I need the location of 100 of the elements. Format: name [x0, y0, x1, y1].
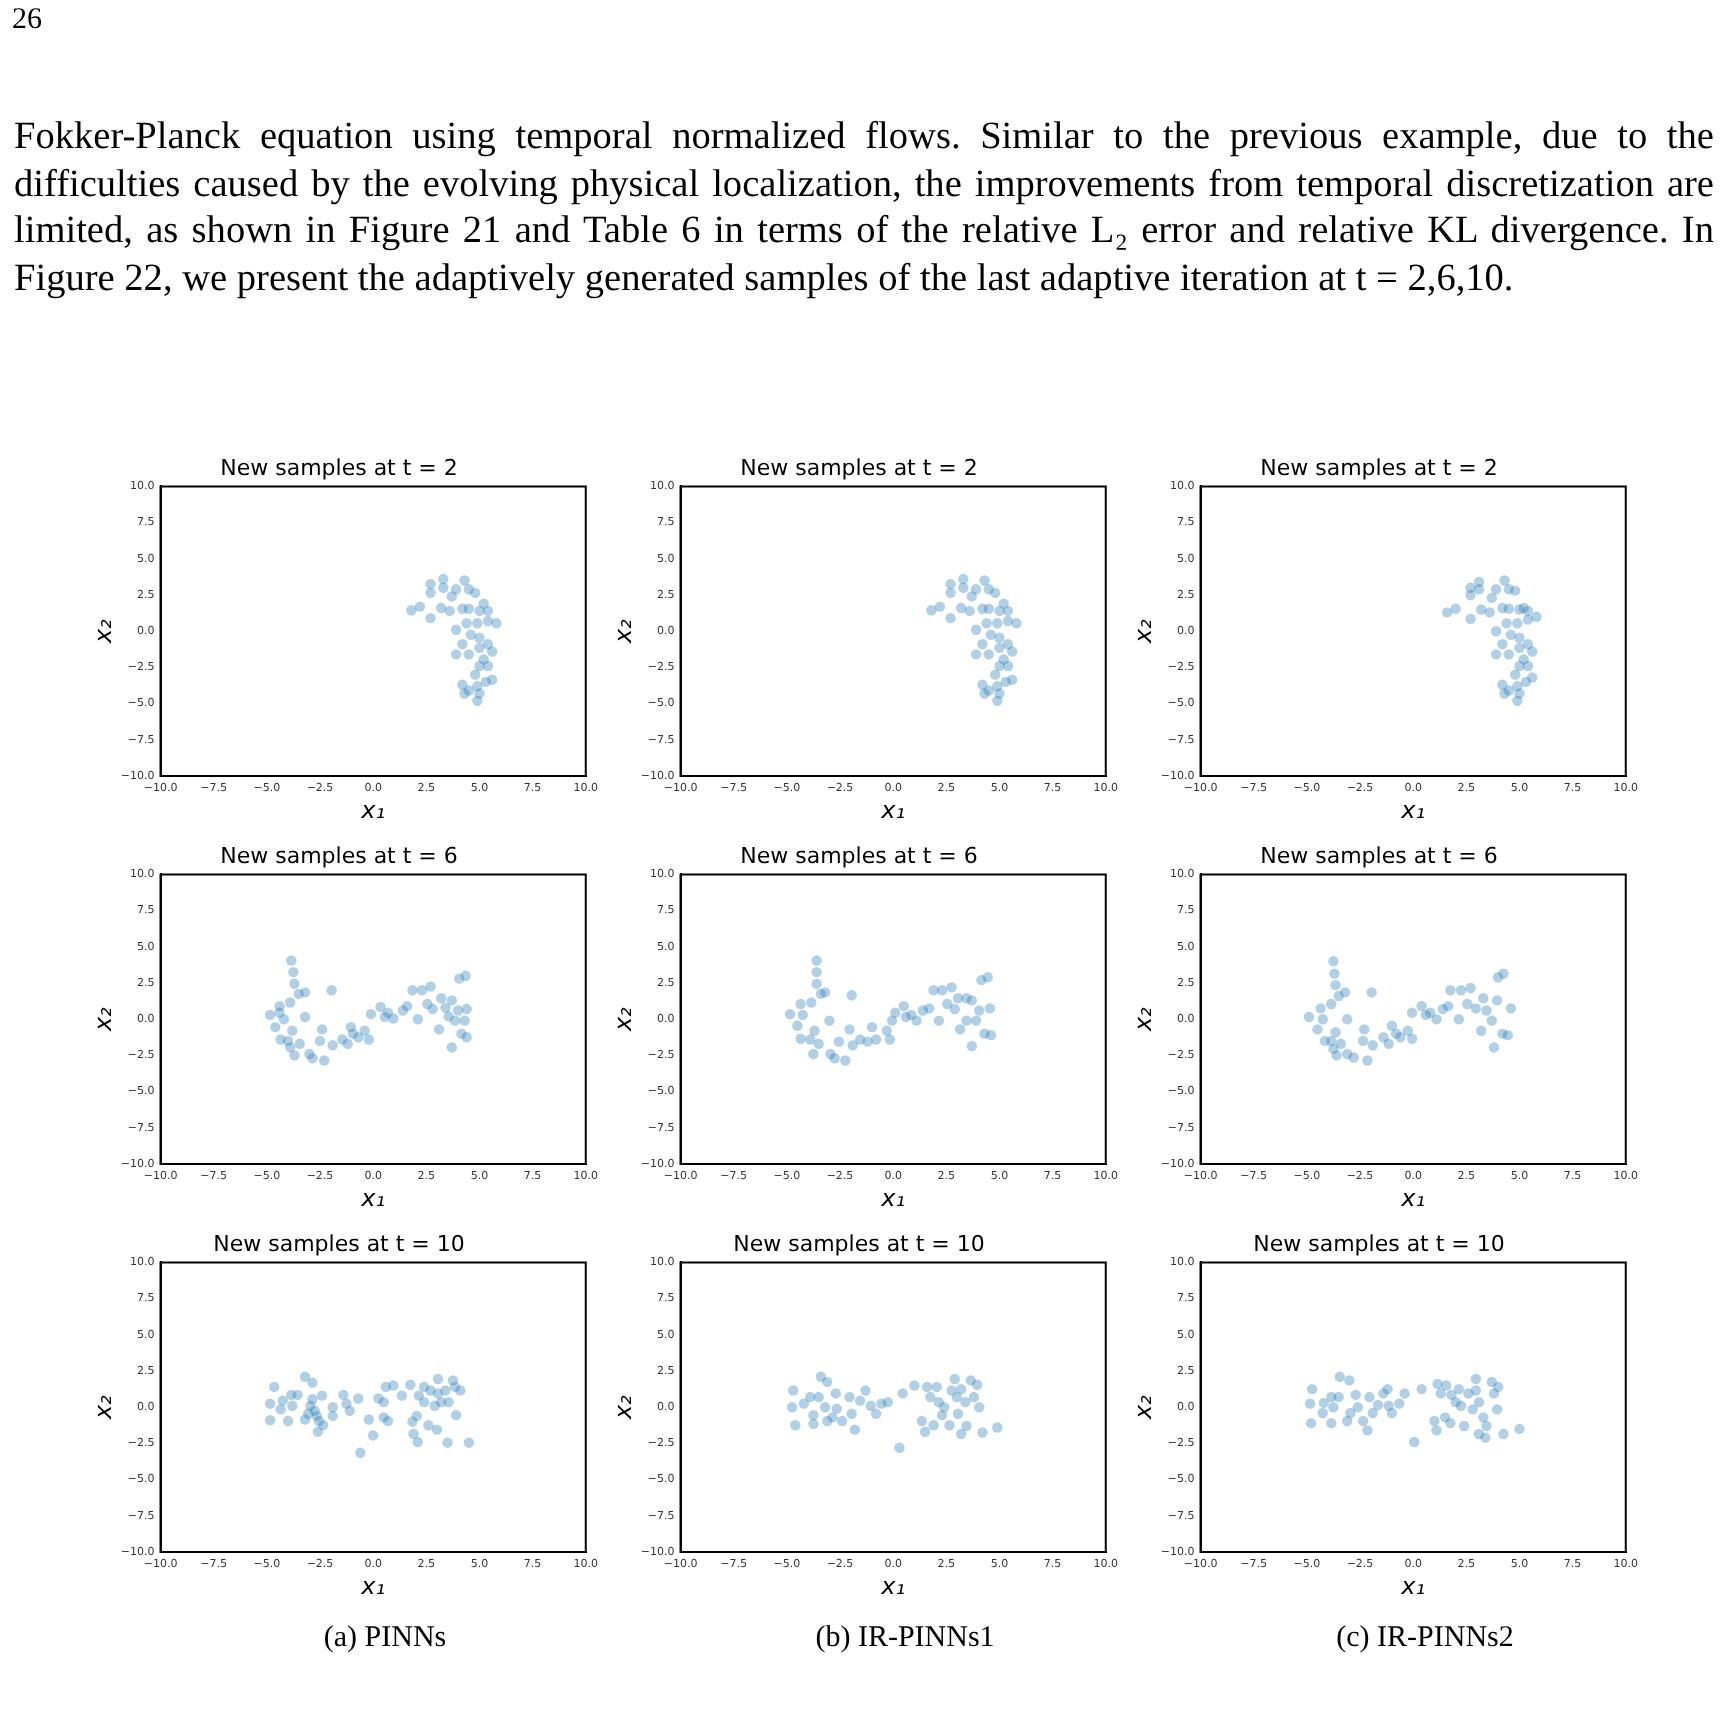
point [1359, 1024, 1370, 1035]
point [1458, 1420, 1470, 1432]
point [382, 1415, 394, 1427]
point [1470, 1385, 1482, 1396]
point [459, 1015, 470, 1026]
point [992, 618, 1003, 629]
point [1331, 1050, 1342, 1061]
point [355, 1447, 366, 1459]
point [1330, 1027, 1341, 1038]
point [288, 966, 299, 978]
point [1329, 968, 1340, 979]
point [474, 642, 485, 654]
chart-title: New samples at t = 10 [733, 1230, 985, 1257]
point [1357, 1415, 1369, 1427]
point [463, 1437, 475, 1448]
point [1362, 1425, 1373, 1436]
point [1453, 1014, 1465, 1025]
point [1481, 1420, 1492, 1432]
point [938, 1402, 950, 1413]
chart-title: New samples at t = 2 [1260, 454, 1498, 481]
point [1435, 1388, 1446, 1399]
point [1431, 1425, 1442, 1436]
point [1498, 1428, 1509, 1440]
point [1002, 615, 1014, 627]
point [1490, 626, 1502, 637]
point [327, 1040, 338, 1051]
point [440, 1385, 451, 1396]
point [264, 1009, 276, 1021]
point [1348, 1052, 1359, 1063]
point [831, 1403, 842, 1414]
point [795, 998, 806, 1010]
point [1315, 1003, 1326, 1014]
chart-title: New samples at t = 2 [220, 454, 458, 481]
text: (c) IR-PINNs2 [1334, 1622, 1516, 1656]
point [1514, 642, 1525, 654]
point [808, 1409, 819, 1421]
x-axis-title: x₁ [359, 1183, 386, 1212]
point [954, 1024, 966, 1035]
point [388, 1013, 399, 1024]
point [1480, 1432, 1491, 1443]
point [1335, 1038, 1347, 1050]
point [412, 1014, 423, 1025]
point [1450, 603, 1461, 614]
y-axis-title: x₂ [608, 1394, 637, 1422]
point [951, 1391, 963, 1403]
point [289, 978, 300, 989]
point [342, 1038, 353, 1050]
point [846, 990, 857, 1001]
point [860, 1385, 871, 1396]
point [405, 1379, 416, 1390]
point [1475, 1025, 1487, 1036]
point [316, 1390, 328, 1401]
point [438, 573, 449, 585]
point [1328, 956, 1339, 967]
point [289, 1050, 300, 1061]
point [970, 649, 982, 660]
point [270, 1021, 281, 1033]
point [416, 985, 428, 996]
point [844, 1024, 855, 1035]
point [423, 1420, 434, 1431]
point [866, 1021, 878, 1033]
point [928, 1420, 939, 1431]
point [1312, 1024, 1323, 1035]
point [1443, 1000, 1454, 1012]
y-axis-title: x₂ [88, 618, 117, 646]
point [327, 1402, 338, 1413]
point [955, 1383, 967, 1395]
point [1527, 672, 1538, 683]
point [966, 995, 977, 1006]
point [984, 1003, 996, 1014]
point [926, 605, 937, 616]
point [450, 624, 462, 635]
point [808, 1418, 819, 1430]
point [1409, 1436, 1420, 1448]
y-axis-title: x₂ [1128, 1394, 1157, 1422]
point [491, 618, 502, 629]
point [287, 1400, 298, 1411]
point [994, 632, 1005, 643]
point [1531, 611, 1542, 622]
point [952, 1408, 964, 1419]
point [363, 1034, 375, 1045]
point [854, 1395, 866, 1406]
point [378, 1396, 389, 1408]
point [299, 1371, 311, 1382]
point [849, 1424, 861, 1435]
point [452, 1005, 464, 1016]
point [327, 1410, 338, 1422]
point [813, 1391, 824, 1403]
point [459, 575, 470, 586]
point [1470, 1003, 1482, 1014]
point [1478, 1412, 1489, 1423]
point [1484, 607, 1495, 618]
point [1490, 584, 1502, 595]
point [1453, 1383, 1465, 1395]
point [359, 1025, 370, 1036]
point [487, 674, 498, 685]
point [805, 1034, 816, 1045]
point [1455, 1400, 1467, 1411]
point [977, 1427, 988, 1438]
point [790, 1420, 801, 1431]
